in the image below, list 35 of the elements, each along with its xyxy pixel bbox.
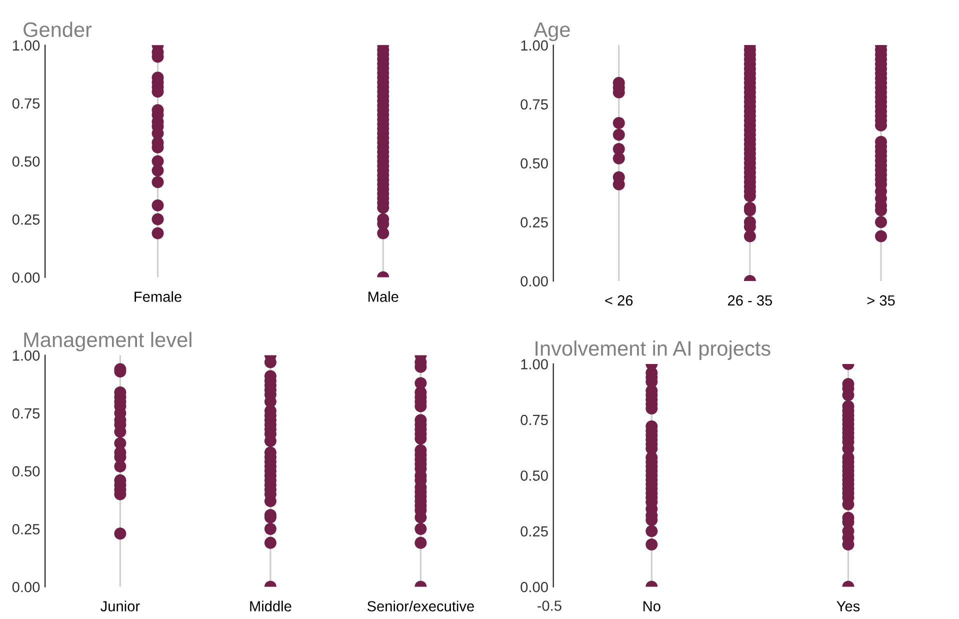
y-tick-label: 0.75 (520, 414, 548, 426)
x-tick-label: 26 - 35 (728, 295, 772, 306)
chart-title: Management level (24, 332, 192, 352)
y-tick-label: 1.00 (521, 40, 548, 51)
x-tick-label: > 35 (867, 295, 895, 306)
y-tick-label: 0.75 (12, 408, 40, 419)
y-tick-label: 0.25 (520, 526, 548, 537)
y-tick-label: 0.75 (12, 98, 40, 109)
x-tick-label: < 26 (605, 295, 633, 306)
text: -0.5 (537, 600, 562, 611)
y-tick-label: 1.00 (12, 350, 40, 361)
x-tick-label: Senior/executive (367, 600, 474, 612)
x-tick-label: No (644, 601, 660, 612)
y-tick-label: 0.00 (12, 582, 40, 592)
y-tick-label: 0.00 (520, 582, 548, 592)
y-tick-label: 0.25 (12, 214, 40, 225)
y-tick-label: 0.50 (520, 470, 548, 481)
x-tick-label: Female (134, 291, 182, 302)
y-tick-label: 0.25 (520, 217, 548, 228)
chart-title: Age (534, 22, 570, 42)
y-tick-label: 0.50 (12, 466, 40, 476)
x-tick-label: Male (368, 291, 398, 302)
y-tick-label: 0.00 (520, 276, 548, 286)
y-tick-label: 0.50 (12, 156, 40, 167)
y-tick-label: 0.25 (12, 524, 40, 534)
x-tick-label: Yes (836, 601, 860, 612)
y-tick-label: 1.00 (521, 359, 548, 370)
x-tick-label: Junior (100, 600, 140, 612)
x-tick-label: Middle (250, 600, 292, 612)
chart-title: Gender (24, 22, 92, 38)
chart-title: Involvement in AI projects (536, 340, 770, 360)
y-tick-label: 0.50 (520, 158, 548, 169)
y-tick-label: 0.00 (12, 272, 40, 283)
y-tick-label: 0.75 (520, 99, 548, 110)
y-tick-label: 1.00 (12, 40, 40, 51)
